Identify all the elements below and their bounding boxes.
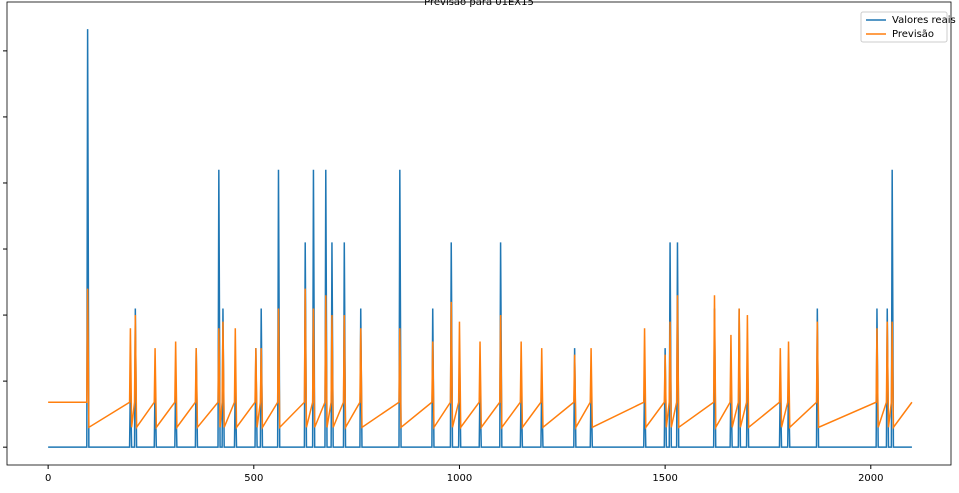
x-tick-label: 1500 — [652, 473, 677, 484]
x-tick-label: 0 — [45, 473, 51, 484]
plot-frame — [6, 1, 952, 466]
x-tick-label: 2000 — [858, 473, 883, 484]
legend-label: Valores reais — [892, 15, 956, 26]
series-line — [48, 29, 912, 448]
x-tick-label: 500 — [244, 473, 263, 484]
series-line — [48, 288, 913, 431]
x-tick-label: 1000 — [447, 473, 472, 484]
chart-title: Previsão para 01EX15 — [424, 0, 534, 8]
legend-label: Previsão — [892, 29, 934, 40]
